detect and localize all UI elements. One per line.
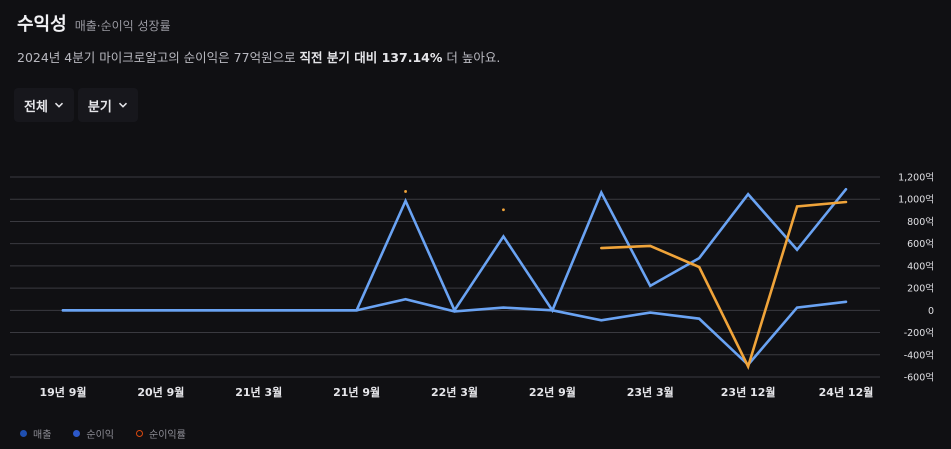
page-title: 수익성 — [17, 14, 67, 35]
page-subtitle: 매출·순이익 성장률 — [74, 19, 171, 33]
x-tick-label: 22년 3월 — [431, 385, 478, 399]
legend-label-net-income: 순이익 — [86, 430, 115, 441]
x-tick-label: 20년 9월 — [137, 385, 184, 399]
y-tick-label: -600억 — [904, 372, 934, 384]
filter-period-dropdown[interactable]: 분기 — [77, 88, 138, 122]
y-tick-label: 0 — [928, 306, 934, 317]
summary-suffix: 더 높아요. — [442, 50, 501, 65]
summary-highlight: 직전 분기 대비 137.14% — [299, 50, 443, 65]
series-2-line — [600, 200, 848, 370]
y-tick-label: 800억 — [907, 216, 934, 228]
x-tick-label: 22년 9월 — [529, 385, 576, 399]
x-tick-label: 24년 12월 — [819, 385, 874, 399]
legend-label-revenue: 매출 — [33, 430, 52, 441]
header: 수익성 매출·순이익 성장률 — [17, 10, 171, 36]
series-2-point — [502, 208, 505, 212]
summary-text: 2024년 4분기 마이크로알고의 순이익은 77억원으로 직전 분기 대비 1… — [17, 47, 500, 66]
legend-marker-revenue — [20, 430, 27, 437]
legend-item-revenue[interactable]: 매출 — [20, 426, 51, 441]
summary-prefix: 2024년 4분기 마이크로알고의 순이익은 77억원으로 — [17, 50, 300, 65]
chart-legend: 매출 순이익 순이익률 — [20, 426, 186, 441]
x-tick-label: 21년 9월 — [333, 385, 380, 399]
filter-period-label: 분기 — [87, 99, 112, 115]
legend-marker-net-income — [73, 430, 81, 437]
title-row: 수익성 매출·순이익 성장률 — [17, 10, 171, 36]
chevron-down-icon — [118, 102, 127, 108]
x-tick-label: 19년 9월 — [39, 385, 86, 399]
filter-scope-label: 전체 — [24, 99, 48, 115]
legend-label-net-margin: 순이익률 — [149, 430, 186, 441]
profitability-chart: 1,200억 1,000억 800억 600억 400억 200억 0 -200억 -400억 -… — [10, 172, 934, 399]
legend-item-net-income[interactable]: 순이익 — [73, 426, 114, 441]
legend-marker-net-margin — [136, 430, 144, 437]
y-tick-label: 1,000억 — [898, 194, 934, 206]
y-tick-label: -200억 — [904, 327, 934, 339]
y-tick-label: 200억 — [907, 283, 934, 295]
x-tick-label: 21년 3월 — [235, 385, 282, 399]
series-0-line — [61, 187, 848, 314]
chevron-down-icon — [54, 102, 63, 108]
filter-bar: 전체 분기 — [14, 88, 138, 122]
y-tick-label: 400억 — [907, 260, 934, 272]
x-tick-label: 23년 3월 — [627, 385, 674, 399]
series-2-point — [404, 190, 407, 193]
x-tick-label: 23년 12월 — [721, 385, 776, 399]
filter-scope-dropdown[interactable]: 전체 — [14, 88, 74, 122]
y-tick-label: 1,200억 — [898, 172, 934, 184]
y-tick-label: -400억 — [904, 349, 934, 361]
y-tick-label: 600억 — [907, 238, 934, 250]
series-1-line — [61, 297, 848, 367]
legend-item-net-margin[interactable]: 순이익률 — [136, 426, 186, 441]
